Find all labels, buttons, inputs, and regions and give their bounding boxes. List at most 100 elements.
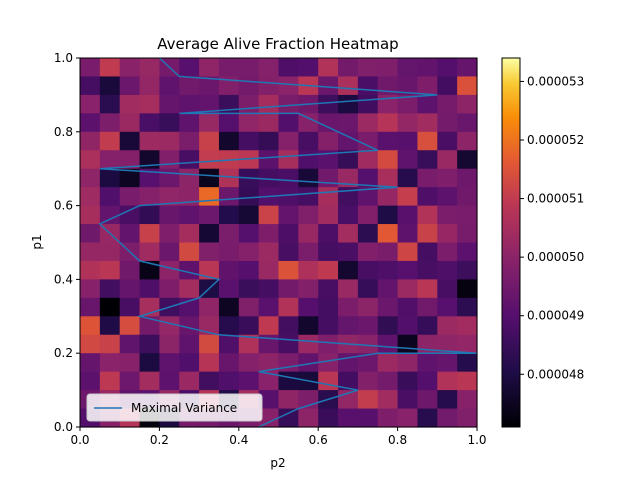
heatmap-cell <box>218 260 240 280</box>
heatmap-cell <box>159 113 180 133</box>
heatmap-cell <box>357 131 379 151</box>
heatmap-cell <box>238 113 260 133</box>
heatmap-cell <box>338 408 359 428</box>
heatmap-cell <box>417 297 438 317</box>
heatmap-cell <box>258 205 280 225</box>
maximal-variance-line-layer <box>98 57 478 428</box>
heatmap-cell <box>179 371 200 391</box>
heatmap-cell <box>357 279 379 299</box>
heatmap-cell <box>397 279 419 299</box>
heatmap-cell <box>298 297 319 317</box>
heatmap-cell <box>377 168 399 188</box>
heatmap-cell <box>218 76 240 96</box>
heatmap-cell <box>99 371 121 391</box>
heatmap-cell <box>397 224 419 244</box>
heatmap-cell <box>159 371 180 391</box>
heatmap-cell <box>318 131 339 151</box>
heatmap-cell <box>179 205 200 225</box>
heatmap-cell <box>437 390 458 410</box>
heatmap-cell <box>238 279 260 299</box>
heatmap-cell <box>179 279 200 299</box>
heatmap-cell <box>437 150 458 170</box>
heatmap-cell <box>298 353 319 373</box>
heatmap-cell <box>119 113 141 133</box>
heatmap-cell <box>338 205 359 225</box>
heatmap-cell <box>338 58 359 78</box>
colorbar-tick-label: 0.000051 <box>527 192 584 206</box>
y-axis-label: p1 <box>30 234 44 249</box>
heatmap-cell <box>80 150 101 170</box>
heatmap-cell <box>377 353 399 373</box>
heatmap-cell <box>199 297 220 317</box>
heatmap-cell <box>218 279 240 299</box>
heatmap-cell <box>139 205 160 225</box>
heatmap-cell <box>457 131 478 151</box>
legend-label: Maximal Variance <box>131 401 237 415</box>
heatmap-cell <box>457 371 478 391</box>
heatmap-cell <box>397 131 419 151</box>
heatmap-cell <box>258 316 280 336</box>
heatmap-cell <box>437 94 458 114</box>
heatmap-cell <box>417 76 438 96</box>
heatmap-cell <box>417 371 438 391</box>
heatmap-cell <box>357 390 379 410</box>
heatmap-cell <box>338 168 359 188</box>
heatmap-cell <box>417 408 438 428</box>
heatmap-cell <box>199 187 220 207</box>
heatmap-cell <box>318 408 339 428</box>
heatmap-cell <box>99 353 121 373</box>
heatmap-cell <box>258 260 280 280</box>
x-tick-label: 0.2 <box>150 433 169 447</box>
heatmap-cell <box>159 334 180 354</box>
heatmap-cell <box>199 334 220 354</box>
heatmap-cell <box>119 224 141 244</box>
heatmap-cell <box>258 150 280 170</box>
heatmap-cell <box>318 224 339 244</box>
heatmap-cell <box>318 58 339 78</box>
heatmap-cell <box>159 150 180 170</box>
y-tick-label: 0.8 <box>54 125 73 139</box>
heatmap-cell <box>338 224 359 244</box>
heatmap-cell <box>298 408 319 428</box>
colorbar <box>501 57 521 428</box>
heatmap-cell <box>357 297 379 317</box>
heatmap-cell <box>179 187 200 207</box>
heatmap-cell <box>357 168 379 188</box>
heatmap-cell <box>258 297 280 317</box>
heatmap-cell <box>278 334 299 354</box>
heatmap-cell <box>417 113 438 133</box>
heatmap-cell <box>397 353 419 373</box>
heatmap-cell <box>417 168 438 188</box>
colorbar-tick-label: 0.000052 <box>527 133 584 147</box>
heatmap-cell <box>218 353 240 373</box>
heatmap-cell <box>338 260 359 280</box>
heatmap-cell <box>238 76 260 96</box>
heatmap-cell <box>119 94 141 114</box>
heatmap-cell <box>139 260 160 280</box>
heatmap-cell <box>318 297 339 317</box>
heatmap-cell <box>298 150 319 170</box>
y-tick-label: 1.0 <box>54 51 73 65</box>
heatmap-cell <box>397 371 419 391</box>
heatmap-cell <box>457 58 478 78</box>
heatmap-cell <box>278 94 299 114</box>
heatmap-cell <box>119 187 141 207</box>
heatmap-cell <box>377 205 399 225</box>
heatmap-cell <box>318 76 339 96</box>
heatmap-cell <box>377 242 399 262</box>
heatmap-cell <box>457 76 478 96</box>
heatmap-cell <box>457 353 478 373</box>
heatmap-cell <box>397 297 419 317</box>
heatmap-cell <box>298 390 319 410</box>
heatmap-cell <box>417 205 438 225</box>
heatmap-cell <box>357 205 379 225</box>
heatmap-cell <box>298 131 319 151</box>
heatmap-cell <box>238 260 260 280</box>
heatmap-cell <box>258 371 280 391</box>
heatmap-cell <box>318 150 339 170</box>
heatmap-cell <box>199 113 220 133</box>
heatmap-cell <box>139 168 160 188</box>
heatmap-cell <box>159 260 180 280</box>
heatmap-cell <box>278 297 299 317</box>
